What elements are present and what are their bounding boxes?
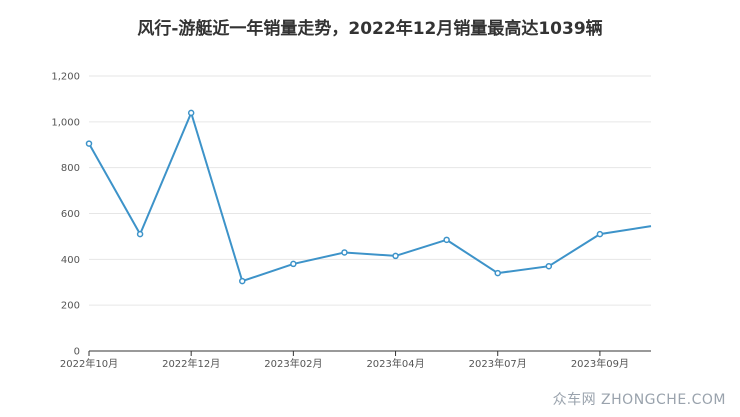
data-point	[596, 230, 604, 238]
y-tick-label: 600	[61, 209, 80, 220]
y-tick-label: 200	[61, 301, 80, 312]
watermark: 众车网 ZHONGCHE.COM	[552, 392, 726, 408]
data-point	[290, 260, 297, 268]
data-point	[136, 230, 144, 238]
data-point	[187, 109, 195, 117]
y-tick-label: 1,200	[51, 72, 80, 83]
y-tick-label: 0	[74, 347, 80, 358]
x-tick-label: 2023年09月	[571, 357, 629, 370]
x-tick-label: 2023年07月	[469, 357, 527, 370]
y-tick-label: 800	[61, 163, 80, 174]
series-line	[85, 109, 652, 285]
y-tick-label: 1,000	[51, 117, 80, 128]
grid-lines	[89, 75, 651, 352]
x-tick-label: 2022年12月	[162, 357, 220, 370]
data-point	[85, 140, 93, 147]
data-point	[494, 269, 501, 277]
data-point	[443, 236, 450, 244]
x-tick-label: 2022年10月	[60, 357, 118, 370]
chart-title: 风行-游艇近一年销量走势，2022年12月销量最高达1039辆	[137, 19, 603, 39]
data-point	[239, 277, 246, 285]
y-tick-label: 400	[61, 255, 80, 266]
x-axis: 2022年10月 2022年12月 2023年02月 2023年04月 2023年07月…	[60, 351, 629, 370]
y-axis: 0 200 400 600 800 1,000 1,200	[51, 72, 80, 358]
series-line-path	[88, 109, 652, 283]
x-tick-label: 2023年04月	[366, 357, 424, 370]
x-tick-label: 2023年02月	[264, 357, 322, 370]
data-point	[341, 249, 348, 256]
data-point	[392, 252, 399, 260]
data-point	[545, 262, 553, 270]
